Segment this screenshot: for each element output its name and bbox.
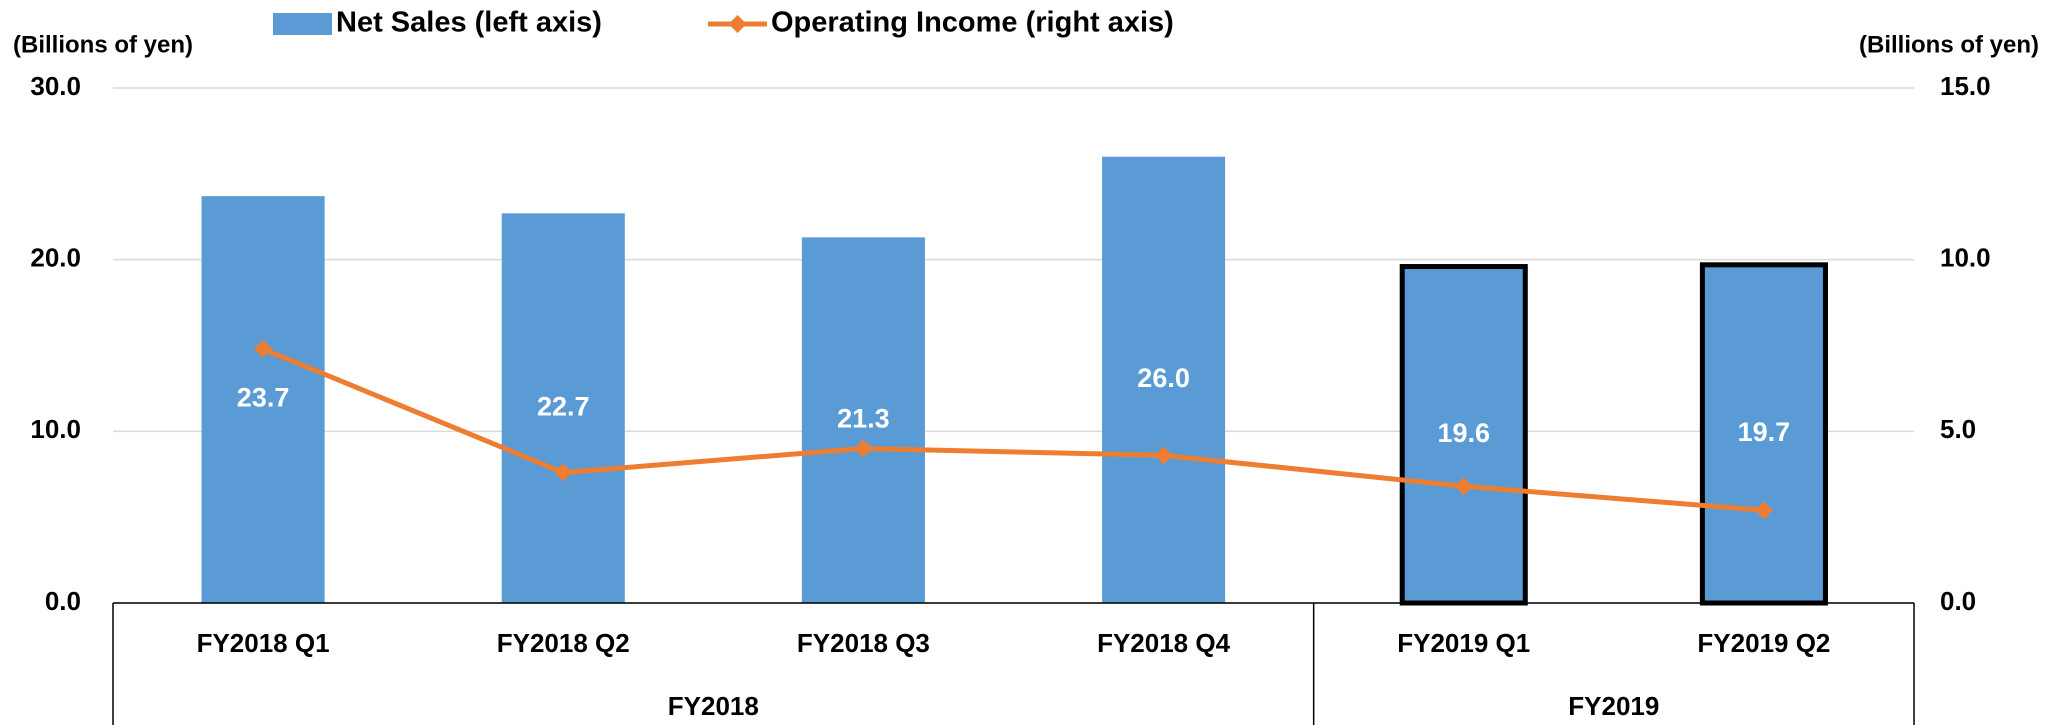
bar: [801, 237, 925, 603]
group-label: FY2018: [668, 691, 759, 721]
marker: [1454, 477, 1473, 496]
value-label: 23.7: [237, 383, 290, 413]
value-label: 19.6: [1437, 418, 1490, 448]
y-axis-label: (Billions of yen): [13, 31, 193, 58]
x-tick-label: FY2018 Q2: [497, 628, 630, 658]
value-label: 19.7: [1738, 417, 1791, 447]
x-tick-label: FY2018 Q1: [197, 628, 330, 658]
bar: [201, 196, 325, 603]
bar: [501, 213, 625, 604]
legend-label: Net Sales (left axis): [336, 7, 602, 39]
marker: [254, 339, 273, 358]
x-tick-label: FY2018 Q4: [1097, 628, 1231, 658]
value-label: 26.0: [1137, 363, 1190, 393]
legend-label: Operating Income (right axis): [771, 7, 1174, 39]
value-label: 21.3: [837, 403, 890, 433]
y2-tick-label: 10.0: [1940, 243, 1991, 273]
bar: [1102, 156, 1226, 603]
marker: [1754, 501, 1773, 520]
bar: [1699, 262, 1828, 606]
y-tick-label: 30.0: [30, 71, 81, 101]
marker: [1154, 446, 1173, 465]
value-label: 22.7: [537, 391, 590, 421]
marker: [554, 463, 573, 482]
y-tick-label: 20.0: [30, 243, 81, 273]
y2-tick-label: 15.0: [1940, 71, 1991, 101]
y2-tick-label: 0.0: [1940, 586, 1976, 616]
legend-swatch: [273, 13, 332, 35]
y2-tick-label: 5.0: [1940, 414, 1976, 444]
legend-marker: [728, 15, 747, 33]
x-tick-label: FY2019 Q1: [1397, 628, 1530, 658]
x-tick-label: FY2019 Q2: [1697, 628, 1830, 658]
line: [262, 346, 1765, 513]
x-tick-label: FY2018 Q3: [797, 628, 930, 658]
y2-axis-label: (Billions of yen): [1859, 31, 2039, 58]
group-label: FY2019: [1568, 691, 1659, 721]
marker: [854, 439, 873, 458]
y-tick-label: 0.0: [45, 586, 81, 616]
y-tick-label: 10.0: [30, 414, 81, 444]
